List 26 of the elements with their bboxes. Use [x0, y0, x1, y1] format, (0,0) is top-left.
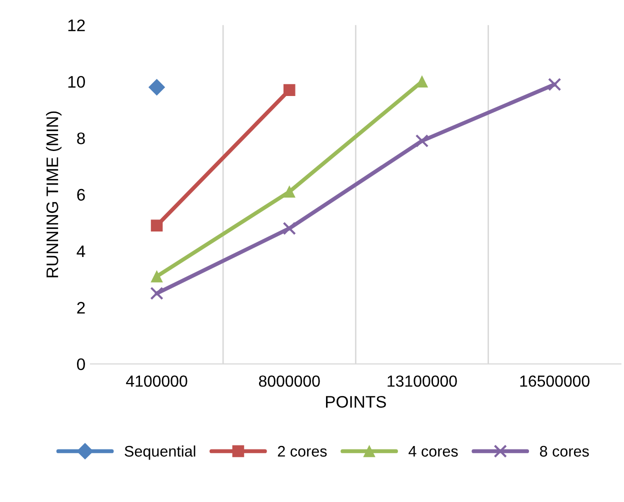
legend-label: 4 cores: [408, 446, 458, 457]
y-tick-label: 6: [77, 188, 85, 201]
y-tick-label: 8: [77, 132, 85, 144]
y-tick-label: 0: [77, 358, 85, 370]
point: [283, 186, 296, 198]
y-tick-label: 2: [77, 302, 85, 314]
point: [150, 286, 164, 300]
legend-label: 2 cores: [278, 446, 327, 457]
y-tick-label: 12: [68, 20, 85, 32]
point: [283, 84, 296, 96]
x-tick-label: 13100000: [388, 375, 457, 387]
x-tick-label: 8000000: [258, 375, 320, 387]
point: [150, 220, 163, 232]
point: [548, 78, 562, 91]
point: [282, 222, 296, 236]
y-tick-label: 4: [76, 246, 86, 258]
y-axis-title: RUNNING TIME (MIN): [46, 111, 62, 278]
x-tick-label: 4100000: [126, 375, 188, 387]
point: [415, 134, 429, 148]
point: [148, 79, 165, 96]
legend-label: 8 cores: [540, 446, 589, 457]
point: [150, 270, 163, 282]
y-tick-label: 10: [68, 76, 85, 88]
x-tick-label: 16500000: [520, 375, 590, 387]
x-axis-title: POINTS: [326, 396, 386, 408]
legend-label: Sequential: [124, 445, 196, 460]
